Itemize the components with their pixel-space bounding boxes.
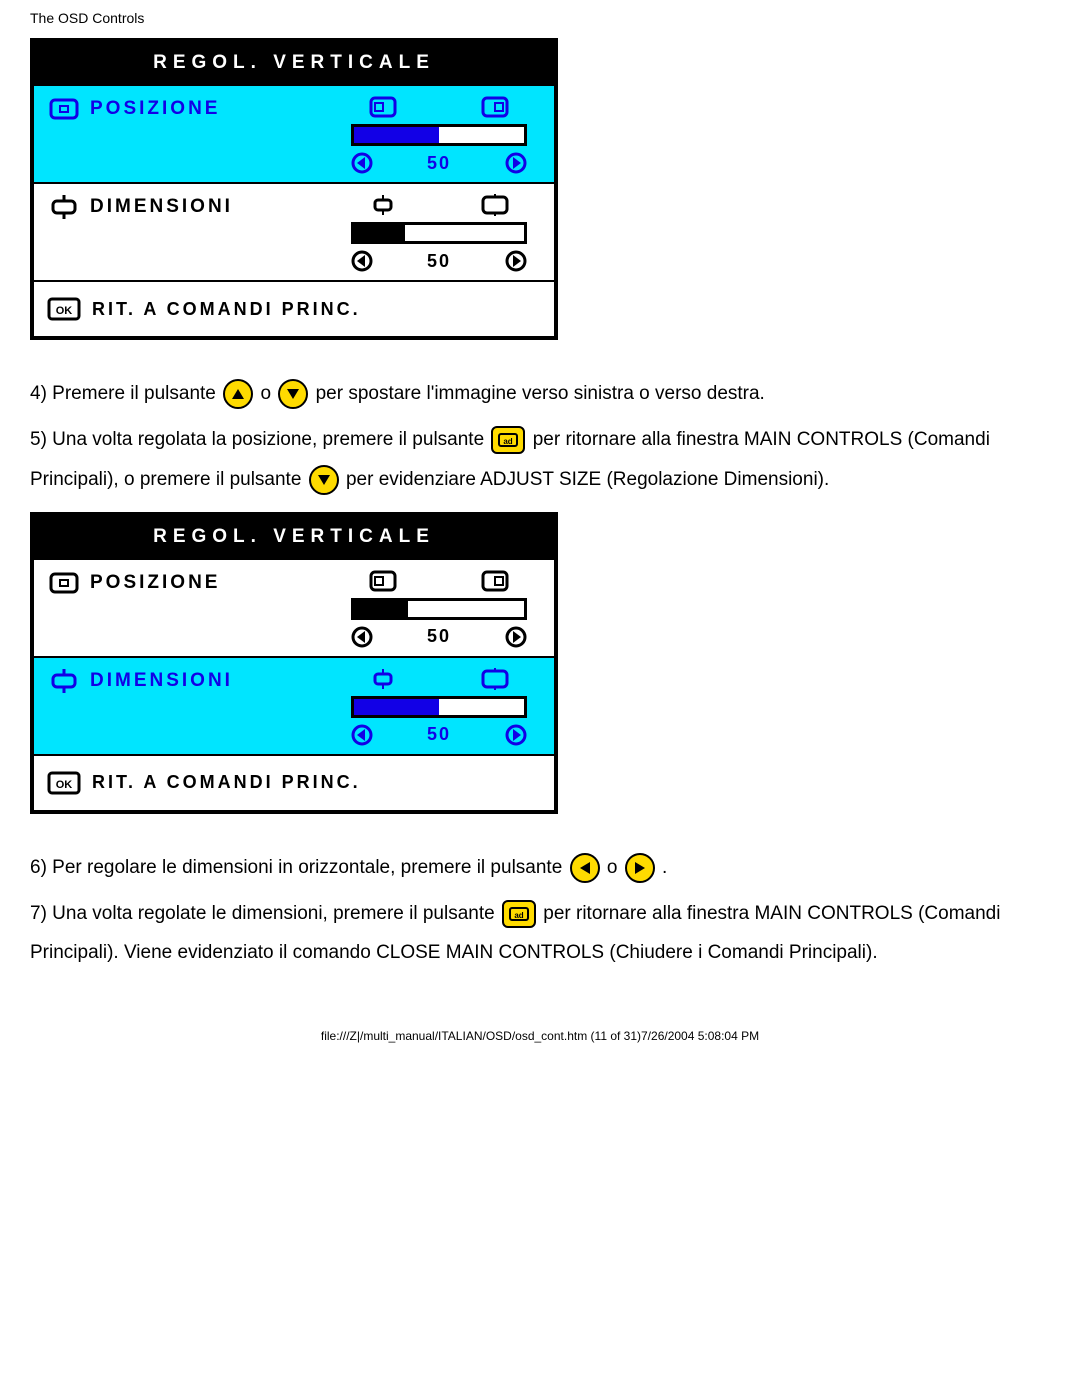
osd-title: REGOL. VERTICALE — [34, 516, 554, 560]
text: 4) Premere il pulsante — [30, 383, 221, 404]
instruction-4: 4) Premere il pulsante o per spostare l'… — [30, 374, 1050, 414]
instruction-5: 5) Una volta regolata la posizione, prem… — [30, 420, 1050, 500]
size-value: 50 — [427, 724, 451, 745]
osd-panel-1: REGOL. VERTICALE POSIZIONE — [30, 38, 558, 340]
down-button-icon[interactable] — [309, 465, 339, 495]
arrow-left-icon[interactable] — [351, 724, 373, 746]
text: per evidenziare ADJUST SIZE (Regolazione… — [346, 469, 829, 490]
arrow-right-icon[interactable] — [505, 250, 527, 272]
position-value: 50 — [427, 153, 451, 174]
size-label: DIMENSIONI — [82, 196, 233, 218]
instruction-6: 6) Per regolare le dimensioni in orizzon… — [30, 848, 1050, 888]
size-large-icon — [481, 194, 509, 216]
position-icon — [46, 96, 82, 122]
size-small-icon — [369, 668, 397, 690]
arrow-right-icon[interactable] — [505, 724, 527, 746]
right-button-icon[interactable] — [625, 853, 655, 883]
size-large-icon — [481, 668, 509, 690]
arrow-left-icon[interactable] — [351, 626, 373, 648]
osd-row-position[interactable]: POSIZIONE 50 — [34, 560, 554, 658]
svg-text:OK: OK — [56, 305, 73, 317]
size-icon — [46, 668, 82, 694]
position-shift-left-icon — [369, 570, 397, 592]
size-progress — [351, 222, 527, 244]
size-icon — [46, 194, 82, 220]
position-label: POSIZIONE — [82, 98, 220, 120]
ok-button-icon[interactable]: ad — [491, 426, 525, 454]
down-button-icon[interactable] — [278, 379, 308, 409]
size-progress-fill — [354, 225, 405, 241]
size-progress — [351, 696, 527, 718]
arrow-right-icon[interactable] — [505, 152, 527, 174]
position-icon — [46, 570, 82, 596]
svg-text:ad: ad — [504, 437, 513, 446]
return-label: RIT. A COMANDI PRINC. — [82, 299, 361, 320]
size-label: DIMENSIONI — [82, 670, 233, 692]
text: 7) Una volta regolate le dimensioni, pre… — [30, 903, 500, 924]
instruction-7: 7) Una volta regolate le dimensioni, pre… — [30, 894, 1050, 974]
arrow-right-icon[interactable] — [505, 626, 527, 648]
text: . — [662, 857, 667, 878]
text: per spostare l'immagine verso sinistra o… — [316, 383, 765, 404]
ok-icon: OK — [46, 296, 82, 322]
ok-button-icon[interactable]: ad — [502, 900, 536, 928]
position-value: 50 — [427, 626, 451, 647]
return-label: RIT. A COMANDI PRINC. — [82, 772, 361, 793]
position-progress-fill — [354, 601, 408, 617]
osd-panel-2: REGOL. VERTICALE POSIZIONE — [30, 512, 558, 814]
osd-row-size[interactable]: DIMENSIONI 50 — [34, 658, 554, 756]
page-footer: file:///Z|/multi_manual/ITALIAN/OSD/osd_… — [30, 979, 1050, 1043]
size-value: 50 — [427, 251, 451, 272]
position-progress-fill — [354, 127, 439, 143]
osd-row-position[interactable]: POSIZIONE 50 — [34, 86, 554, 184]
arrow-left-icon[interactable] — [351, 152, 373, 174]
text: o — [607, 857, 623, 878]
left-button-icon[interactable] — [570, 853, 600, 883]
position-progress — [351, 598, 527, 620]
position-label: POSIZIONE — [82, 572, 220, 594]
size-small-icon — [369, 194, 397, 216]
page-header: The OSD Controls — [0, 0, 1080, 26]
svg-text:ad: ad — [514, 911, 523, 920]
osd-row-return[interactable]: OK RIT. A COMANDI PRINC. — [34, 282, 554, 336]
arrow-left-icon[interactable] — [351, 250, 373, 272]
osd-title: REGOL. VERTICALE — [34, 42, 554, 86]
svg-text:OK: OK — [56, 779, 73, 791]
position-shift-right-icon — [481, 96, 509, 118]
osd-row-size[interactable]: DIMENSIONI 50 — [34, 184, 554, 282]
text: 5) Una volta regolata la posizione, prem… — [30, 429, 489, 450]
ok-icon: OK — [46, 770, 82, 796]
osd-row-return[interactable]: OK RIT. A COMANDI PRINC. — [34, 756, 554, 810]
position-shift-right-icon — [481, 570, 509, 592]
up-button-icon[interactable] — [223, 379, 253, 409]
text: o — [260, 383, 276, 404]
text: 6) Per regolare le dimensioni in orizzon… — [30, 857, 568, 878]
position-shift-left-icon — [369, 96, 397, 118]
position-progress — [351, 124, 527, 146]
size-progress-fill — [354, 699, 439, 715]
